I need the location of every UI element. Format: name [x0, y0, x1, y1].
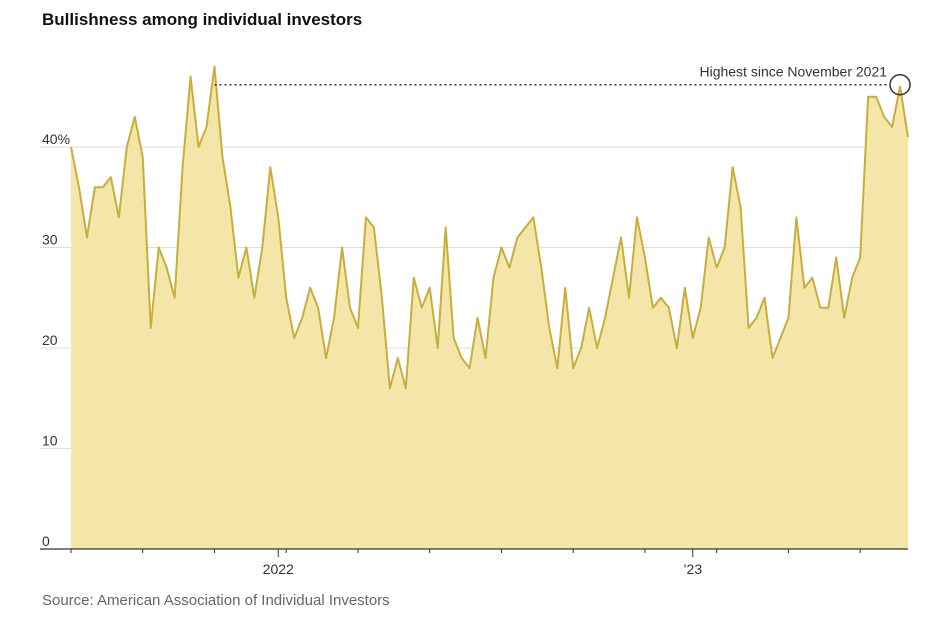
y-tick-label: 20	[42, 332, 58, 348]
x-tick-label: 2022	[263, 561, 294, 577]
highest-annotation-label: Highest since November 2021	[699, 64, 887, 80]
y-tick-label: 40%	[42, 131, 70, 147]
x-tick-label: ’23	[683, 561, 702, 577]
y-tick-label: 0	[42, 533, 50, 549]
y-tick-label: 30	[42, 232, 58, 248]
y-tick-label: 10	[42, 433, 58, 449]
source-note: Source: American Association of Individu…	[42, 592, 390, 609]
highest-marker-circle	[889, 73, 911, 96]
bullish-line	[70, 65, 909, 390]
bullish-area	[71, 66, 908, 549]
chart-title: Bullishness among individual investors	[42, 10, 363, 29]
